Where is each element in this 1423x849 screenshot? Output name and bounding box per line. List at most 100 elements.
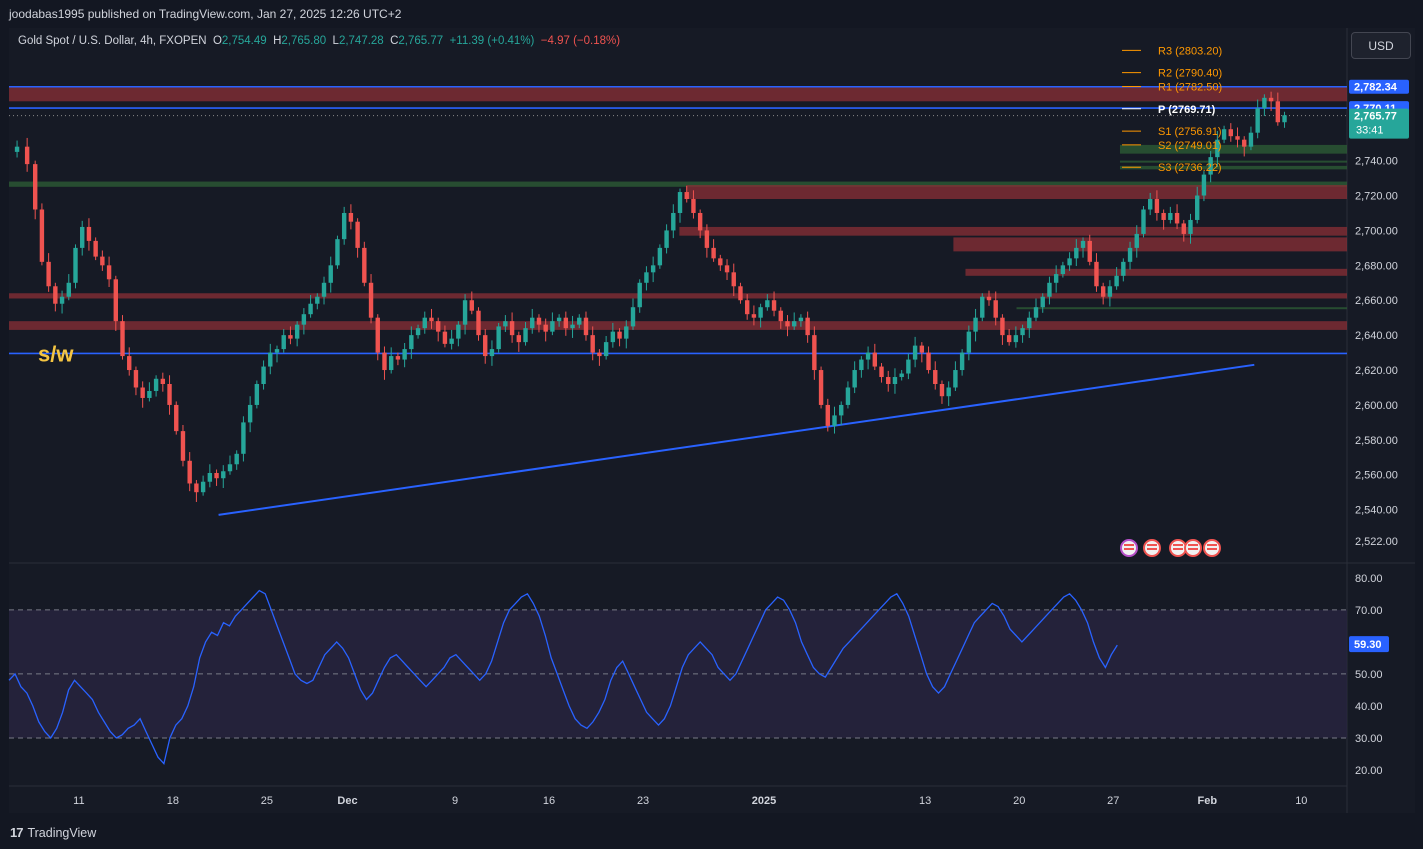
candle-bull <box>1127 247 1133 262</box>
candle-bull <box>241 422 246 454</box>
candle-bear <box>738 286 743 301</box>
candle-bull <box>80 226 85 248</box>
candle-bear <box>442 331 448 344</box>
time-tick-label: 2025 <box>752 795 776 807</box>
zone-resistance <box>965 268 1347 276</box>
candle-bull <box>980 296 985 318</box>
symbol-title[interactable]: Gold Spot / U.S. Dollar, 4h, FXOPEN <box>18 35 207 47</box>
candle-bull <box>1107 286 1113 297</box>
candle-bull <box>1047 282 1052 297</box>
price-label-box <box>1349 79 1409 94</box>
candle-bull <box>1060 265 1066 275</box>
time-tick-label: Dec <box>337 795 357 807</box>
candle-bull <box>328 265 333 283</box>
candle-bull <box>268 352 273 367</box>
candle-bear <box>133 370 139 388</box>
candle-bull <box>637 282 642 308</box>
candle-bear <box>476 310 481 336</box>
candle-bear <box>1242 139 1247 147</box>
candle-bear <box>1235 136 1240 140</box>
candle-bear <box>563 317 569 329</box>
candle-bull <box>415 328 421 336</box>
candle-bear <box>1275 101 1281 123</box>
price-tick-label: 2,700.00 <box>1355 225 1398 237</box>
candle-bear <box>93 240 98 257</box>
candle-bull <box>1147 199 1153 210</box>
change-secondary-value: −4.97 (−0.18%) <box>540 35 621 47</box>
flag-stripe <box>1173 544 1183 546</box>
zone-resistance <box>953 237 1347 252</box>
high-label: H <box>273 35 282 47</box>
candle-bull <box>677 192 683 213</box>
candle-bear <box>1006 335 1012 343</box>
candle-bull <box>610 331 616 343</box>
candle-bull <box>1040 296 1045 308</box>
candle-bear <box>771 300 777 311</box>
candle-bear <box>691 199 696 213</box>
rsi-tick-label: 50.00 <box>1355 669 1383 681</box>
zone-resistance <box>686 185 1347 200</box>
top-bar: joodabas1995 published on TradingView.co… <box>0 0 1423 28</box>
candle-bull <box>1134 233 1139 248</box>
candle-bull <box>912 345 918 360</box>
candle-bear <box>395 356 401 360</box>
candle-bear <box>711 247 716 259</box>
candle-bull <box>657 247 663 266</box>
candle-bull <box>671 212 676 231</box>
candle-bear <box>939 384 945 397</box>
flag-stripe <box>1124 544 1134 546</box>
pivot-label: R1 (2782.50) <box>1158 81 1222 93</box>
candle-bull <box>798 317 804 322</box>
price-label-text: 2,782.34 <box>1354 82 1398 94</box>
price-tick-label: 2,680.00 <box>1355 260 1398 272</box>
candle-bear <box>516 335 522 343</box>
footer-bar <box>0 815 1423 849</box>
candle-bear <box>180 431 186 461</box>
candle-bull <box>758 307 763 318</box>
candles-group <box>14 91 1287 502</box>
countdown-text: 33:41 <box>1356 125 1384 137</box>
candle-bear <box>933 370 938 384</box>
candle-bull <box>1201 174 1207 196</box>
pivots-group: R3 (2803.20) R2 (2790.40)R1 (2782.50) P (2… <box>1122 45 1222 174</box>
candle-bear <box>617 331 622 339</box>
price-label-text: 2,765.77 <box>1354 111 1397 123</box>
candle-bull <box>281 335 286 350</box>
zones-group <box>9 87 1347 330</box>
candle-bull <box>1141 209 1146 234</box>
open-label: O <box>212 35 222 47</box>
tradingview-logo[interactable]: 17 TradingView <box>10 825 96 840</box>
candle-bear <box>805 317 810 336</box>
flag-stripe <box>1147 548 1157 550</box>
candle-bear <box>778 310 783 322</box>
candle-bull <box>1121 261 1126 276</box>
candle-bull <box>409 335 414 350</box>
currency-button[interactable]: USD <box>1351 32 1411 59</box>
candle-bull <box>765 300 770 308</box>
close-value: 2,765.77 <box>398 35 444 47</box>
flag-stripe <box>1188 548 1198 550</box>
rsi-tick-label: 70.00 <box>1355 605 1383 617</box>
candle-bear <box>986 296 992 301</box>
candle-bull <box>530 317 535 329</box>
candle-bull <box>1080 240 1086 248</box>
pivot-label: S3 (2736.22) <box>1158 162 1222 174</box>
price-tick-label: 2,640.00 <box>1355 330 1398 342</box>
candle-bear <box>919 345 925 353</box>
candle-bull <box>234 453 239 465</box>
candle-bull <box>456 324 461 339</box>
candle-bear <box>785 321 790 327</box>
candle-bull <box>254 384 260 405</box>
flag-stripe <box>1207 544 1217 546</box>
candle-bear <box>140 387 145 398</box>
candle-bear <box>113 279 118 322</box>
candle-bull <box>865 352 871 360</box>
candle-bull <box>59 296 65 304</box>
candle-bull <box>496 326 501 350</box>
candle-bear <box>436 321 441 332</box>
zone-resistance <box>9 321 1347 330</box>
candle-bull <box>859 359 864 371</box>
candle-bear <box>429 317 434 322</box>
zone-support <box>1119 144 1347 154</box>
